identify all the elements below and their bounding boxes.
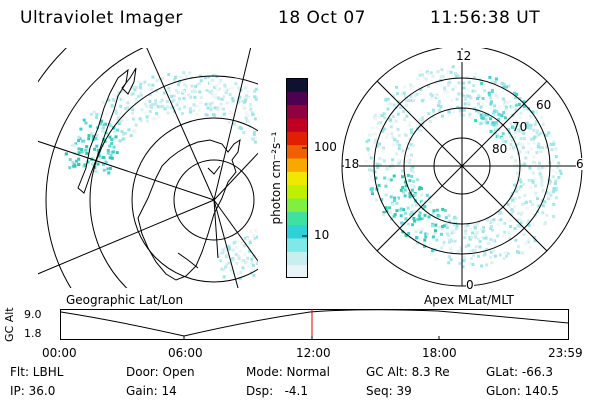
polar-panel-caption: Apex MLat/MLT (424, 293, 514, 307)
status-seq: Seq: 39 (366, 384, 412, 398)
coastlines (77, 67, 241, 281)
colorbar-tick-label-100: 100 (314, 140, 337, 154)
timeline-xtick-4: 23:59 (548, 346, 583, 360)
altitude-timeline (60, 309, 569, 340)
status-glat: GLat: -66.3 (486, 365, 553, 379)
geographic-map-panel (38, 48, 258, 288)
colorbar (286, 78, 308, 278)
date-label: 18 Oct 07 (278, 8, 366, 28)
colorbar-tick-label-10: 10 (314, 228, 330, 242)
timeline-ylabel: GC Alt (3, 307, 16, 342)
status-door: Door: Open (126, 365, 195, 379)
mlat-label-70: 70 (512, 120, 528, 134)
colorbar-cell (286, 78, 308, 92)
timeline-xtick-0: 00:00 (42, 346, 77, 360)
colorbar-scale (286, 78, 308, 278)
colorbar-cell (286, 91, 308, 106)
mlt-label-0: 0 (466, 278, 474, 292)
colorbar-cell (286, 131, 308, 146)
timeline-frame (60, 309, 569, 340)
colorbar-title: photon cm⁻²s⁻¹ (269, 131, 283, 225)
geo-aurora-emission (64, 71, 258, 281)
colorbar-cell (286, 171, 308, 186)
colorbar-frame (286, 78, 308, 278)
colorbar-cell (286, 251, 308, 266)
status-dsp: Dsp: -4.1 (246, 384, 309, 398)
polar-aurora-emission (364, 65, 563, 269)
colorbar-cell (286, 238, 308, 252)
instrument-title: Ultraviolet Imager (20, 8, 183, 28)
colorbar-cell (286, 264, 308, 278)
status-flt: Flt: LBHL (10, 365, 64, 379)
altitude-curve (60, 309, 569, 337)
colorbar-cell (286, 144, 308, 159)
colorbar-cell (286, 224, 308, 239)
colorbar-cell (286, 158, 308, 172)
status-gc-alt: GC Alt: 8.3 Re (366, 365, 450, 379)
geo-panel-caption: Geographic Lat/Lon (66, 293, 184, 307)
mlat-label-80: 80 (492, 142, 508, 156)
colorbar-cell (286, 198, 308, 212)
colorbar-cell (286, 104, 308, 119)
colorbar-cell (286, 211, 308, 226)
polar-grid (341, 48, 583, 287)
time-label: 11:56:38 UT (430, 8, 541, 28)
mlt-label-12: 12 (456, 49, 472, 63)
geo-grid (38, 48, 258, 288)
colorbar-cell (286, 118, 308, 132)
status-ip: IP: 36.0 (10, 384, 56, 398)
timeline-xtick-1: 06:00 (168, 346, 203, 360)
status-mode: Mode: Normal (246, 365, 330, 379)
status-glon: GLon: 140.5 (486, 384, 559, 398)
timeline-xtick-3: 18:00 (422, 346, 457, 360)
polar-mlt-panel (341, 48, 583, 287)
mlat-label-60: 60 (536, 98, 552, 112)
status-gain: Gain: 14 (126, 384, 177, 398)
colorbar-cell (286, 184, 308, 199)
timeline-ytick-top: 9.0 (24, 308, 42, 321)
timeline-ytick-bottom: 1.8 (24, 327, 42, 340)
mlt-label-18: 18 (344, 157, 360, 171)
mlt-label-6: 6 (576, 157, 584, 171)
timeline-xtick-2: 12:00 (296, 346, 331, 360)
